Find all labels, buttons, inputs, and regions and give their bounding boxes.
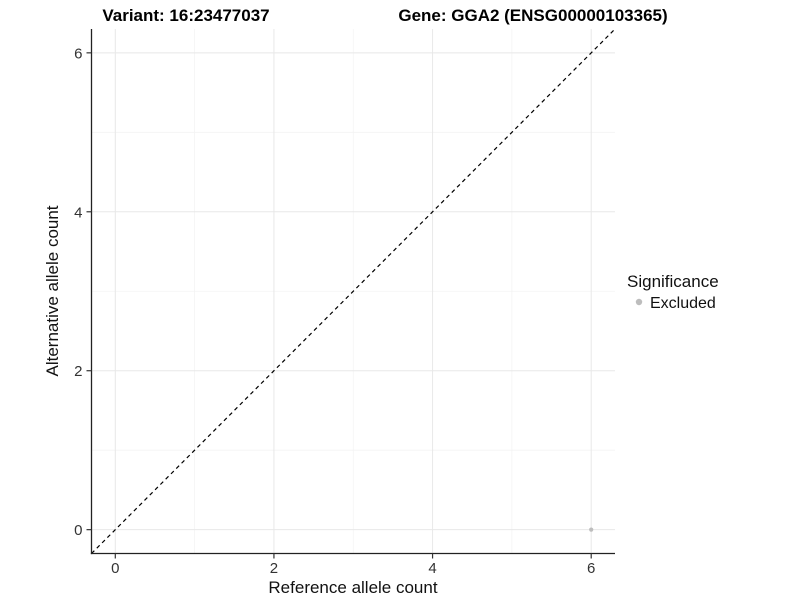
y-tick-label: 6 bbox=[74, 45, 82, 62]
x-tick-label: 4 bbox=[428, 560, 436, 577]
y-tick-label: 4 bbox=[74, 204, 82, 221]
identity-line bbox=[91, 28, 616, 554]
legend-excluded-label: Excluded bbox=[650, 295, 716, 312]
variant-title: Variant: 16:23477037 bbox=[102, 6, 269, 25]
y-tick-label: 2 bbox=[74, 363, 82, 380]
x-tick-label: 6 bbox=[587, 560, 595, 577]
data-point bbox=[589, 527, 594, 532]
data-points bbox=[589, 527, 594, 532]
axis-ticks-and-labels: 0 2 4 6 0 2 4 6 bbox=[74, 45, 595, 577]
x-tick-label: 0 bbox=[111, 560, 119, 577]
legend: Significance Excluded bbox=[627, 272, 719, 312]
legend-title: Significance bbox=[627, 272, 719, 291]
x-tick-label: 2 bbox=[270, 560, 278, 577]
x-axis-label: Reference allele count bbox=[268, 578, 437, 597]
y-axis-label: Alternative allele count bbox=[43, 205, 62, 376]
legend-excluded-key-icon bbox=[635, 298, 643, 306]
identity-dashed-line bbox=[91, 28, 616, 554]
y-tick-label: 0 bbox=[74, 522, 82, 539]
gene-title: Gene: GGA2 (ENSG00000103365) bbox=[398, 6, 667, 25]
axis-lines bbox=[90, 29, 615, 555]
gridlines-major bbox=[91, 29, 615, 554]
